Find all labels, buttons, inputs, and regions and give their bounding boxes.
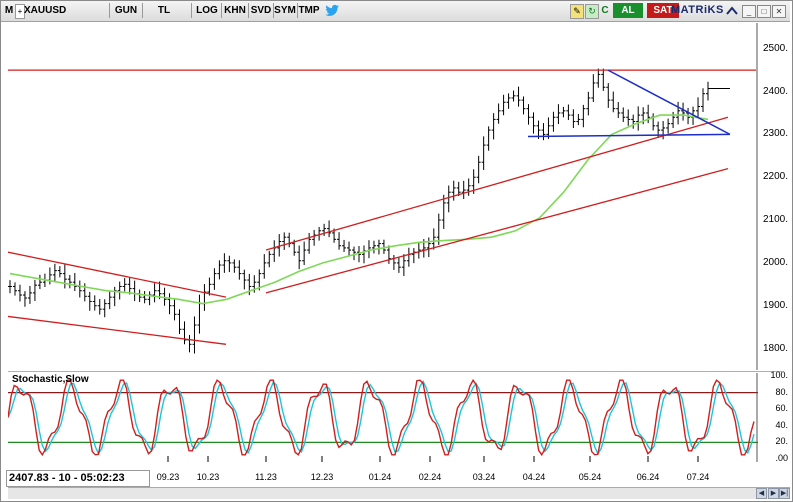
- scroll-end-icon[interactable]: ▶|: [779, 488, 790, 499]
- toolbar-button-tl[interactable]: TL: [157, 5, 171, 16]
- maximize-icon[interactable]: □: [757, 5, 771, 18]
- price-tick-label: 2000.: [762, 256, 788, 268]
- scroll-right-icon[interactable]: ▶: [768, 488, 779, 499]
- date-tick-label: 07.24: [686, 472, 710, 482]
- separator: [221, 3, 222, 18]
- price-tick-label: 2200.: [762, 171, 788, 183]
- price-y-axis: 1800. 1900. 2000. 2100. 2200. 2300. 2400. 2500.: [758, 23, 788, 370]
- stochastic-title: Stochastic,Slow: [12, 374, 89, 385]
- toolbar-button-log[interactable]: LOG: [196, 5, 218, 16]
- horizontal-scrollbar[interactable]: ◀ ▶ ▶|: [8, 487, 790, 499]
- trend-channel-line: [265, 168, 729, 294]
- date-tick-label: 04.24: [522, 472, 546, 482]
- separator: [109, 3, 110, 18]
- stochastic-d-line: [8, 379, 755, 456]
- price-tick-label: 2100.: [762, 214, 788, 226]
- brand-swoosh-icon: [726, 6, 738, 15]
- date-tick-label: 12.23: [310, 472, 334, 482]
- toolbar-button-sym[interactable]: SYM: [274, 5, 296, 16]
- scroll-left-icon[interactable]: ◀: [756, 488, 767, 499]
- triangle-lower-line: [527, 133, 731, 138]
- trend-channel-line: [265, 116, 729, 251]
- expand-icon[interactable]: +: [15, 4, 25, 19]
- panel-divider: [8, 371, 782, 372]
- minimize-icon[interactable]: _: [742, 5, 756, 18]
- stochastic-tick-label: 100.: [770, 370, 788, 380]
- stochastic-chart[interactable]: [8, 373, 758, 462]
- date-tick-label: 11.23: [255, 472, 277, 482]
- separator: [142, 3, 143, 18]
- edit-icon[interactable]: ✎: [570, 4, 584, 19]
- price-tick-label: 1900.: [762, 299, 788, 311]
- stochastic-tick-label: 80.: [775, 386, 788, 397]
- date-tick-label: 06.24: [636, 472, 660, 482]
- price-tick-label: 2400.: [762, 85, 788, 97]
- price-tick-label: 2500.: [762, 42, 788, 54]
- sell-button[interactable]: SAT: [647, 3, 679, 18]
- price-tick-label: 1800.: [762, 342, 788, 354]
- date-tick-label: 02.24: [418, 472, 442, 482]
- symbol-label[interactable]: XAUUSD: [24, 5, 67, 16]
- stochastic-k-line: [8, 378, 755, 457]
- toolbar-button-svd[interactable]: SVD: [250, 5, 272, 16]
- moving-average-line: [9, 114, 709, 305]
- triangle-upper-line: [607, 69, 731, 136]
- close-icon[interactable]: ✕: [772, 5, 786, 18]
- trend-channel-line: [8, 251, 227, 298]
- stochastic-tick-label: .00: [775, 453, 788, 463]
- status-readout: 2407.83 - 10 - 05:02:23: [6, 470, 150, 487]
- buy-button[interactable]: AL: [613, 3, 643, 18]
- brand-logo: MATRiKS: [671, 4, 724, 16]
- date-tick-label: 10.23: [196, 472, 220, 482]
- separator: [273, 3, 274, 18]
- date-tick-label: 09.23: [156, 472, 180, 482]
- price-tick-label: 2300.: [762, 128, 788, 140]
- toolbar-button-gun[interactable]: GUN: [114, 5, 138, 16]
- separator: [297, 3, 298, 18]
- date-tick-label: 03.24: [472, 472, 496, 482]
- refresh-icon[interactable]: ↻: [585, 4, 599, 19]
- stochastic-y-axis: .00 20. 40. 60. 80. 100.: [758, 370, 788, 463]
- stochastic-tick-label: 40.: [775, 419, 788, 430]
- menu-button[interactable]: M: [4, 5, 14, 16]
- date-x-axis: 09.23 10.23 11.23 12.23 01.24 02.24 03.24 04.24…: [8, 472, 758, 486]
- separator: [248, 3, 249, 18]
- price-chart[interactable]: [8, 23, 758, 370]
- date-tick-label: 05.24: [578, 472, 602, 482]
- date-tick-label: 01.24: [368, 472, 392, 482]
- twitter-icon[interactable]: [324, 4, 340, 18]
- chart-toolbar: M + XAUUSD GUN TL LOG KHN SVD SYM TMP ✎ …: [1, 1, 790, 22]
- toolbar-button-tmp[interactable]: TMP: [298, 5, 320, 16]
- trend-channel-line: [8, 315, 227, 345]
- separator: [191, 3, 192, 18]
- stochastic-tick-label: 20.: [775, 436, 788, 447]
- toolbar-button-khn[interactable]: KHN: [224, 5, 246, 16]
- stochastic-tick-label: 60.: [775, 403, 788, 414]
- status-letter[interactable]: C: [601, 5, 609, 16]
